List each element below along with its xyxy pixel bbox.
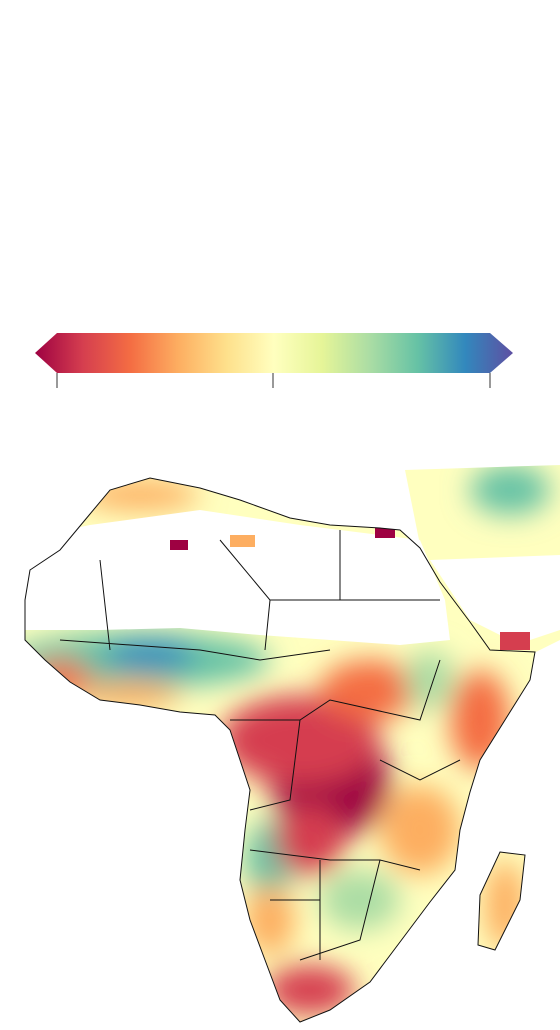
borders [24, 477, 536, 1023]
border-line [59, 530, 461, 961]
patch [405, 650, 455, 710]
patch [320, 660, 420, 720]
map [25, 465, 560, 1022]
patch [265, 965, 355, 1015]
patch [470, 465, 550, 515]
colorbar [35, 333, 513, 388]
map-field [25, 465, 550, 1015]
patch [230, 535, 255, 547]
desert-mask [430, 555, 560, 640]
patch [375, 528, 395, 538]
desert-mask [25, 510, 450, 645]
patch [30, 660, 90, 700]
patch [380, 785, 460, 875]
patch [245, 885, 295, 955]
patch [220, 695, 380, 785]
patch [320, 870, 400, 930]
patch [105, 640, 195, 670]
patch [450, 670, 510, 770]
patch [500, 632, 530, 650]
coastline [24, 477, 536, 1023]
patch [80, 681, 180, 709]
patch [170, 540, 188, 550]
colorbar-fill [35, 333, 513, 373]
patch [275, 805, 345, 875]
coastline [477, 851, 526, 951]
patch [485, 860, 525, 950]
